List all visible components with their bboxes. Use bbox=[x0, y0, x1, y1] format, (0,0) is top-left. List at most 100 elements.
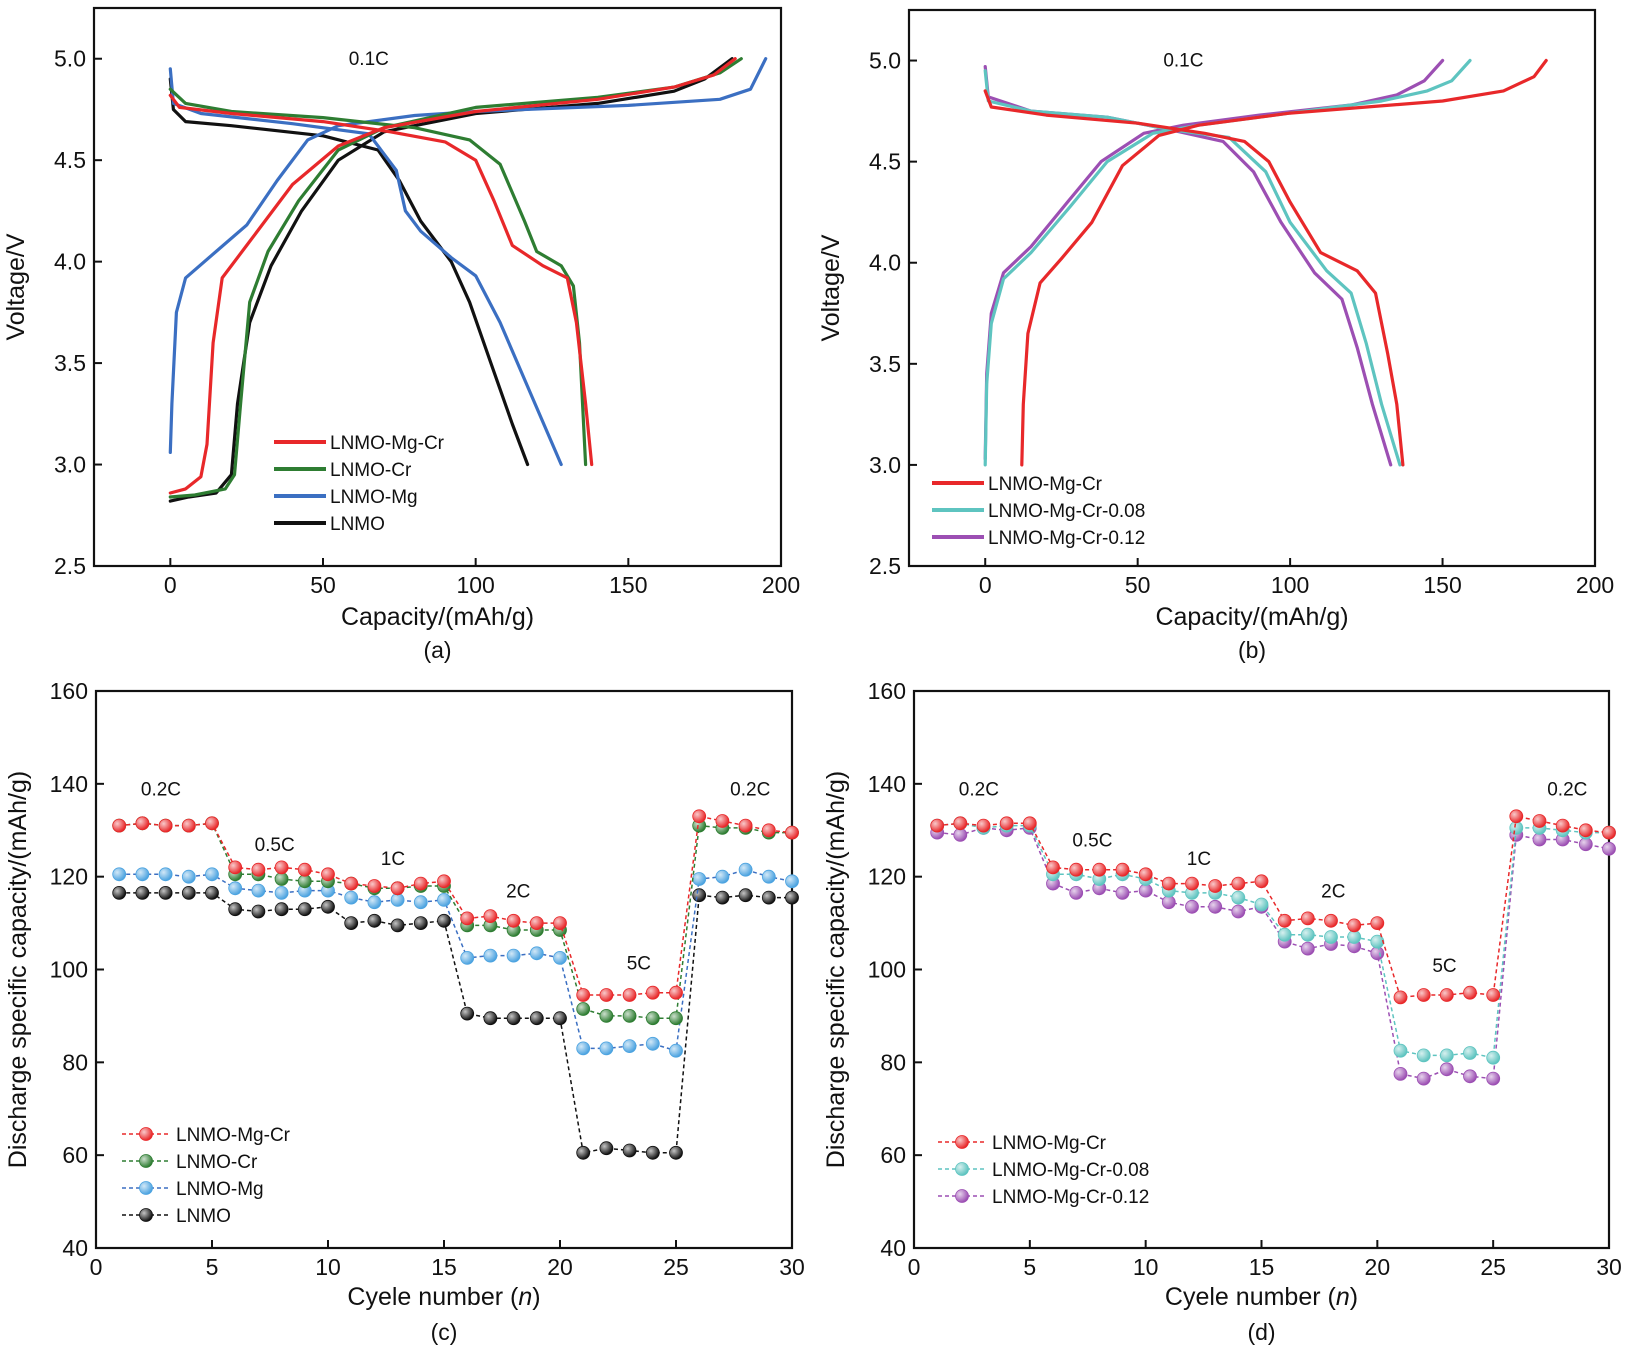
data-point-LNMO-Mg bbox=[622, 1039, 637, 1053]
y-tick-label: 3.5 bbox=[869, 351, 901, 377]
data-point-LNMO-Mg-Cr bbox=[1115, 862, 1130, 877]
data-point-LNMO bbox=[483, 1011, 498, 1026]
y-tick-label: 5.0 bbox=[54, 46, 86, 72]
data-point-LNMO-Mg-Cr bbox=[1370, 916, 1385, 930]
y-tick-label: 60 bbox=[880, 1142, 906, 1168]
data-point-LNMO-Mg-Cr bbox=[344, 876, 359, 891]
data-point-LNMO bbox=[205, 886, 219, 900]
x-tick-label: 15 bbox=[1249, 1254, 1275, 1280]
legend-marker-LNMO-Mg-Cr-0.08 bbox=[955, 1162, 969, 1176]
data-point-LNMO-Mg-Cr bbox=[1300, 911, 1315, 926]
data-point-LNMO-Mg-Cr bbox=[953, 816, 968, 831]
panel-label: (b) bbox=[1238, 637, 1266, 663]
x-tick-label: 150 bbox=[609, 572, 647, 598]
rate-label: 0.5C bbox=[1072, 830, 1112, 851]
series-line-LNMO-Mg-Cr-0.08 bbox=[937, 822, 1609, 1059]
data-point-LNMO-Mg-Cr-0.08 bbox=[1416, 1048, 1431, 1063]
legend-label: LNMO-Cr bbox=[176, 1152, 258, 1173]
data-point-LNMO-Mg-Cr bbox=[1254, 874, 1269, 889]
data-point-LNMO-Mg bbox=[506, 948, 521, 963]
x-axis-label: Capacity/(mAh/g) bbox=[341, 603, 534, 631]
data-point-LNMO-Mg-Cr-0.12 bbox=[1532, 832, 1547, 847]
data-point-LNMO-Mg bbox=[390, 893, 405, 907]
x-tick-label: 5 bbox=[206, 1254, 219, 1280]
data-point-LNMO-Mg-Cr bbox=[437, 874, 451, 889]
legend-label: LNMO bbox=[176, 1206, 231, 1227]
data-point-LNMO bbox=[297, 902, 312, 917]
x-tick-label: 0 bbox=[90, 1254, 103, 1280]
data-point-LNMO-Mg-Cr-0.08 bbox=[1486, 1050, 1501, 1065]
legend-label: LNMO-Mg-Cr-0.08 bbox=[992, 1160, 1149, 1181]
data-point-LNMO-Mg-Cr-0.12 bbox=[953, 828, 968, 842]
series-line-LNMO-Mg bbox=[119, 868, 793, 1052]
data-point-LNMO-Mg-Cr bbox=[1416, 988, 1431, 1002]
panel-a: 0 50 100 150 200 2.5 3.0 3.5 4.0 4.5 5.0 Capacity/(… bbox=[2, 6, 800, 663]
data-point-LNMO bbox=[228, 902, 243, 917]
x-tick-label: 200 bbox=[762, 572, 800, 598]
plot-frame bbox=[907, 8, 1597, 568]
data-point-LNMO-Mg-Cr-0.12 bbox=[1115, 886, 1130, 900]
plot-area bbox=[168, 57, 768, 503]
x-tick-label: 10 bbox=[1133, 1254, 1159, 1280]
panel-b: 0 50 100 150 200 2.5 3.0 3.5 4.0 4.5 5.0 Capacity/(… bbox=[817, 8, 1614, 663]
rate-annotation: 0.1C bbox=[349, 49, 389, 70]
data-point-LNMO-Mg-Cr-0.12 bbox=[1486, 1071, 1501, 1086]
data-point-LNMO bbox=[506, 1011, 521, 1026]
data-point-LNMO bbox=[761, 890, 776, 905]
data-point-LNMO-Mg-Cr bbox=[553, 916, 567, 930]
legend-marker-LNMO-Mg-Cr bbox=[139, 1127, 153, 1141]
data-point-LNMO-Mg-Cr-0.12 bbox=[1069, 886, 1084, 900]
data-point-LNMO-Mg-Cr bbox=[135, 816, 150, 831]
data-point-LNMO bbox=[715, 890, 730, 905]
data-point-LNMO-Mg bbox=[785, 874, 799, 889]
data-point-LNMO bbox=[274, 902, 289, 917]
data-point-LNMO-Mg-Cr bbox=[645, 985, 660, 1000]
rate-label: 1C bbox=[1187, 849, 1211, 870]
data-point-LNMO-Mg bbox=[738, 862, 753, 877]
y-axis-label: Discharge specific capacity/(mAh/g) bbox=[4, 771, 32, 1168]
y-axis-label: Discharge specific capacity/(mAh/g) bbox=[822, 771, 850, 1168]
rate-label: 2C bbox=[1321, 882, 1345, 903]
data-point-LNMO-Mg-Cr bbox=[1022, 816, 1037, 831]
x-tick-label: 25 bbox=[1480, 1254, 1506, 1280]
data-point-LNMO-Mg-Cr bbox=[1185, 876, 1199, 891]
panel-label: (a) bbox=[423, 637, 451, 663]
y-tick-label: 3.0 bbox=[869, 452, 901, 478]
curve-charge-LNMO-Mg-Cr-0.12 bbox=[983, 58, 1445, 461]
x-tick-label: 50 bbox=[1125, 572, 1151, 598]
y-tick-label: 40 bbox=[880, 1235, 906, 1261]
data-point-LNMO-Mg-Cr-0.12 bbox=[1185, 899, 1199, 914]
x-tick-label: 50 bbox=[310, 572, 336, 598]
data-point-LNMO-Mg bbox=[205, 867, 219, 882]
data-point-LNMO bbox=[413, 916, 428, 930]
x-axis-label: Cyele number (n) bbox=[347, 1283, 540, 1311]
data-point-LNMO bbox=[529, 1011, 544, 1026]
legend-label: LNMO-Mg-Cr-0.12 bbox=[988, 528, 1145, 549]
data-point-LNMO-Mg bbox=[553, 951, 567, 965]
data-point-LNMO-Mg-Cr bbox=[367, 879, 382, 893]
data-point-LNMO bbox=[669, 1145, 683, 1160]
x-tick-label: 0 bbox=[164, 572, 177, 598]
data-point-LNMO-Mg-Cr bbox=[785, 825, 799, 840]
data-point-LNMO bbox=[437, 913, 451, 928]
data-point-LNMO-Mg bbox=[599, 1041, 614, 1056]
y-tick-label: 120 bbox=[868, 864, 906, 890]
data-point-LNMO-Mg-Cr bbox=[205, 816, 219, 831]
data-point-LNMO-Mg-Cr bbox=[576, 988, 591, 1002]
curve-discharge-LNMO-Mg bbox=[168, 67, 563, 467]
data-point-LNMO-Mg bbox=[715, 869, 730, 884]
data-point-LNMO-Mg-Cr-0.12 bbox=[1300, 941, 1315, 956]
legend-label: LNMO-Mg-Cr-0.08 bbox=[988, 501, 1145, 522]
x-axis-label-part: n bbox=[518, 1283, 532, 1311]
y-tick-label: 3.0 bbox=[54, 452, 86, 478]
data-point-LNMO-Mg bbox=[669, 1043, 683, 1058]
data-point-LNMO-Mg-Cr bbox=[1092, 862, 1107, 877]
rate-label: 0.2C bbox=[959, 779, 999, 800]
panel-d: 0 5 10 15 20 25 30 40 60 80 100 120 140 160 Cyele numb… bbox=[822, 678, 1622, 1345]
data-point-LNMO-Mg bbox=[112, 867, 127, 882]
series-line-LNMO-Mg-Cr bbox=[937, 815, 1610, 999]
data-point-LNMO-Mg-Cr bbox=[1231, 876, 1246, 891]
x-tick-label: 150 bbox=[1423, 572, 1461, 598]
data-point-LNMO-Mg-Cr bbox=[529, 916, 544, 930]
legend-label: LNMO-Mg bbox=[176, 1179, 264, 1200]
